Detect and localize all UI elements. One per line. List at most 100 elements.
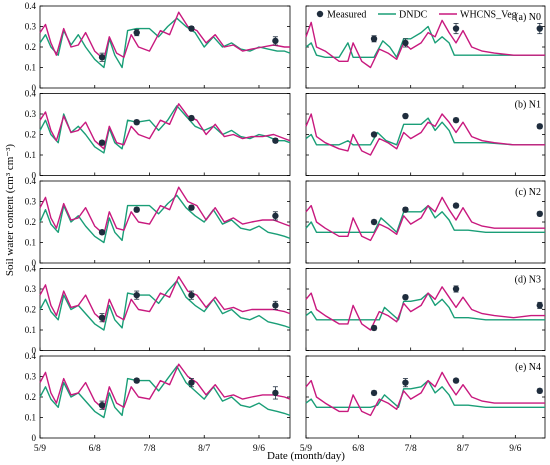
y-tick-label: 0.1 — [25, 238, 36, 248]
series-line-whcns — [305, 19, 545, 69]
x-tick-label: 7/8 — [405, 444, 417, 454]
measured-point — [188, 204, 195, 211]
measured-point — [402, 379, 409, 386]
series-line-whcns — [39, 11, 290, 60]
series-line-dndc — [39, 365, 291, 419]
x-tick-label: 5/9 — [34, 444, 46, 454]
legend-label: Measured — [327, 10, 366, 21]
series-line-dndc — [305, 25, 545, 58]
panel-frame — [305, 93, 546, 176]
panel-4-right: (d) N3 — [305, 268, 546, 351]
y-tick-label: 0.1 — [25, 150, 36, 160]
series-line-dndc — [39, 280, 291, 331]
panel-label: (d) N3 — [515, 275, 541, 286]
y-tick-label: 0.3 — [25, 372, 37, 382]
series-line-dndc — [305, 117, 545, 146]
series-line-whcns — [39, 186, 291, 235]
measured-point — [370, 324, 378, 332]
y-tick-label: 0.2 — [25, 130, 36, 140]
panel-2-left: 0 0.1 0.2 0.3 0.4 — [25, 89, 291, 181]
panel-label: (e) N4 — [515, 362, 541, 373]
measured-point — [370, 131, 378, 138]
measured-point — [370, 218, 378, 226]
legend-item-measured: Measured — [316, 10, 366, 21]
y-tick-label: 0.4 — [25, 89, 37, 99]
x-axis-title: Date (month/day) — [267, 450, 345, 462]
measured-point — [188, 291, 195, 299]
measured-point — [536, 123, 543, 130]
panel-1-left: 0 0.1 0.2 0.3 0.4 — [25, 1, 291, 93]
series-line-whcns — [305, 286, 545, 331]
panel-label: (b) N1 — [515, 100, 541, 111]
x-tick-label: 9/6 — [509, 444, 521, 454]
y-tick-label: 0.3 — [25, 197, 37, 207]
series-line-whcns — [305, 113, 545, 156]
panel-3-right: (c) N2 — [305, 180, 546, 264]
measured-point — [188, 379, 195, 386]
y-tick-label: 0.3 — [25, 109, 37, 119]
legend: Measured DNDC WHCNS_Veg — [316, 10, 517, 21]
measured-point — [452, 377, 460, 384]
y-tick-label: 0.3 — [25, 284, 37, 294]
measured-point — [402, 206, 409, 213]
y-tick-label: 0.2 — [25, 42, 36, 52]
measured-point — [133, 377, 140, 384]
y-tick-label: 0.3 — [25, 22, 37, 32]
y-tick-label: 0.4 — [25, 1, 37, 11]
x-tick-label: 9/6 — [253, 444, 265, 454]
series-line-whcns — [305, 196, 545, 242]
measured-point — [272, 302, 279, 309]
measured-point — [133, 206, 140, 213]
y-tick-label: 0.4 — [25, 264, 37, 274]
panel-5-right: 5/9 6/8 7/8 8/7 9/6 (e) N4 — [300, 355, 546, 454]
panel-frame — [39, 93, 291, 176]
panel-3-left: 0 0.1 0.2 0.3 0.4 — [25, 176, 291, 268]
y-tick-label: 0.4 — [25, 351, 37, 361]
measured-point — [272, 389, 279, 397]
measured-point — [133, 291, 140, 299]
legend-label: DNDC — [399, 10, 428, 21]
y-tick-label: 0.1 — [25, 413, 36, 423]
panel-frame — [305, 180, 546, 264]
measured-point — [98, 54, 106, 61]
y-axis-title: Soil water content (cm³ cm⁻³) — [4, 144, 16, 276]
y-tick-label: 0.4 — [25, 176, 37, 186]
measured-point — [536, 387, 543, 395]
panel-frame — [305, 268, 546, 351]
y-tick-label: 0 — [32, 171, 37, 181]
legend-item-whcns: WHCNS_Veg — [439, 10, 517, 21]
x-tick-label: 8/7 — [457, 444, 469, 454]
panel-2-right: (b) N1 — [305, 93, 546, 176]
series-line-whcns — [39, 276, 291, 323]
series-line-dndc — [305, 379, 545, 408]
x-tick-label: 7/8 — [143, 444, 155, 454]
panel-label: (a) N0 — [515, 12, 541, 23]
series-line-whcns — [39, 103, 291, 150]
y-tick-label: 0.2 — [25, 392, 36, 402]
y-tick-label: 0.1 — [25, 63, 36, 73]
panel-1-right: (a) N0 — [305, 5, 546, 89]
measured-point — [272, 137, 279, 144]
series-line-dndc — [39, 194, 291, 244]
y-tick-label: 0 — [32, 433, 37, 443]
measured-point — [188, 114, 195, 122]
y-tick-label: 0.1 — [25, 325, 36, 335]
x-tick-label: 8/7 — [198, 444, 210, 454]
legend-marker — [316, 10, 324, 18]
measured-point — [98, 402, 106, 409]
measured-point — [133, 29, 140, 36]
series-line-dndc — [39, 105, 291, 154]
measured-point — [452, 25, 460, 32]
measured-point — [402, 294, 409, 301]
y-tick-label: 0 — [32, 258, 37, 268]
panel-4-left: 0 0.1 0.2 0.3 0.4 — [25, 264, 291, 356]
measured-point — [536, 210, 543, 217]
panel-label: (c) N2 — [515, 187, 541, 198]
measured-point — [98, 314, 106, 321]
measured-point — [272, 37, 279, 45]
series-line-whcns — [39, 363, 291, 410]
series-line-whcns — [305, 371, 545, 417]
panel-frame — [305, 355, 546, 439]
